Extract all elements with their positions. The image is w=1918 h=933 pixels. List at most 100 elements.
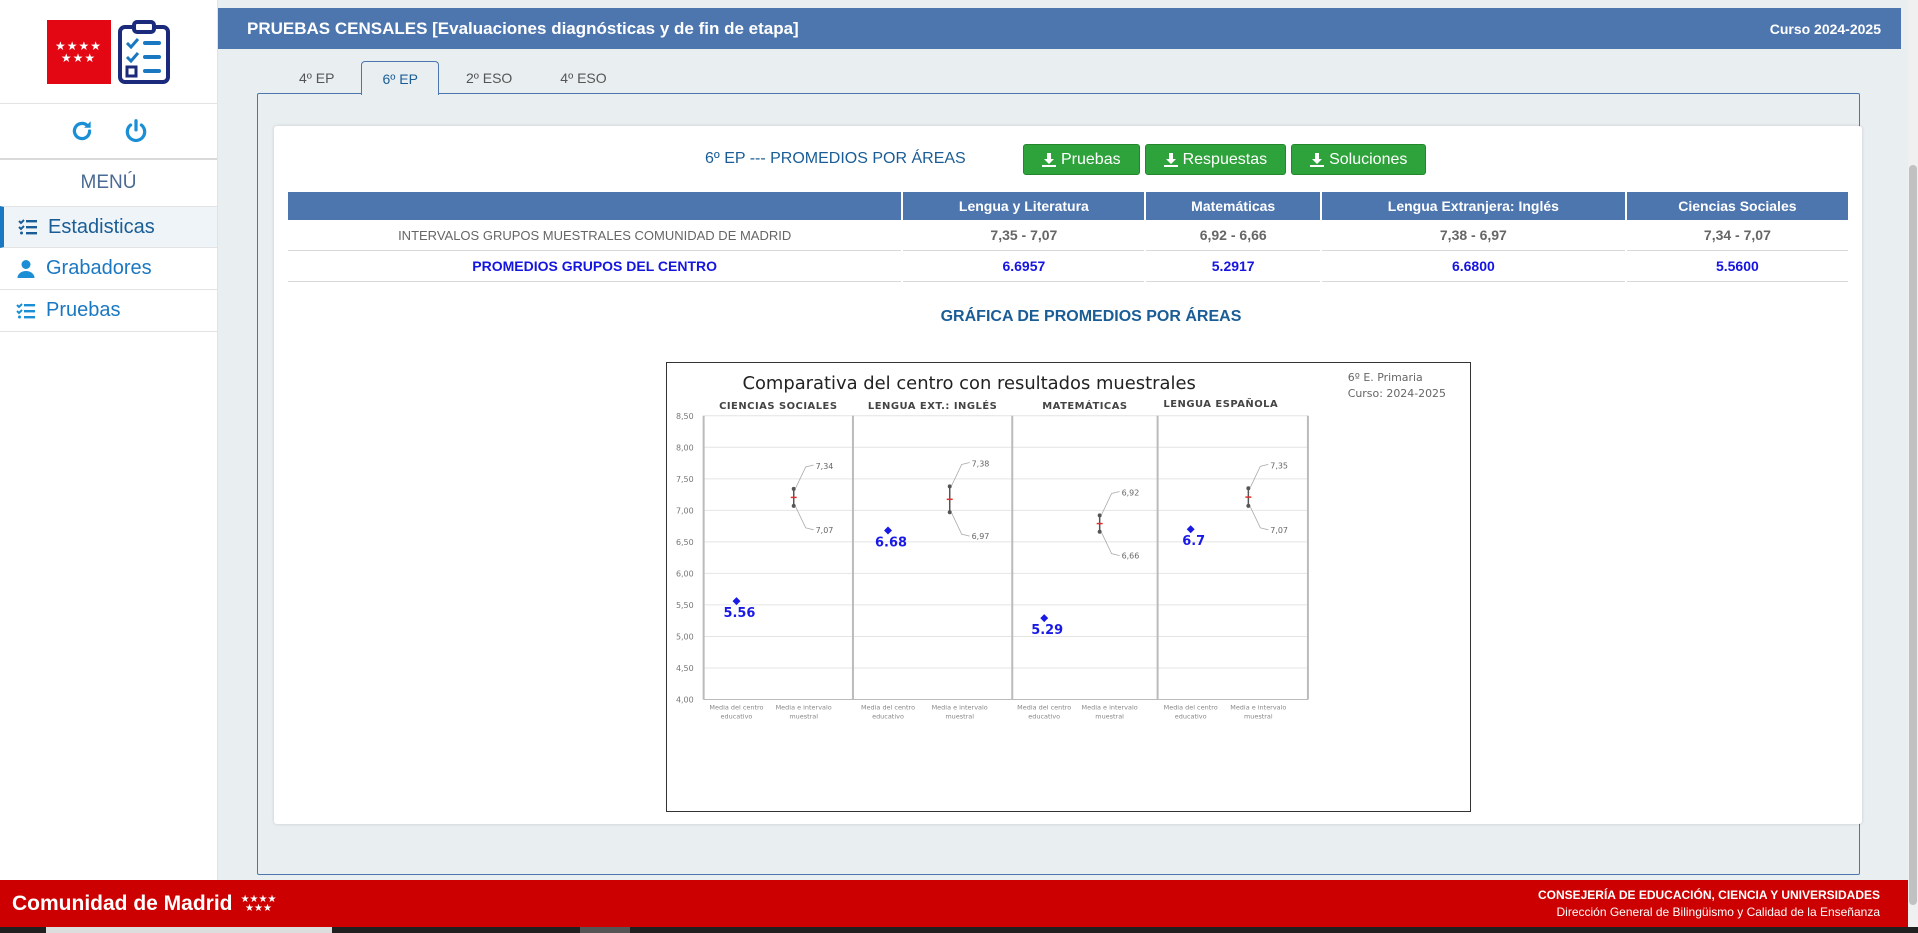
table-cell: 5.5600: [1626, 251, 1848, 282]
header-bar: PRUEBAS CENSALES [Evaluaciones diagnósti…: [218, 8, 1901, 49]
y-tick-label: 8,00: [676, 443, 694, 452]
y-tick-label: 4,50: [676, 664, 694, 673]
page-title: PRUEBAS CENSALES [Evaluaciones diagnósti…: [247, 18, 799, 38]
table-header-row: Lengua y Literatura Matemáticas Lengua E…: [288, 192, 1848, 220]
interval-high-label: 6,92: [1122, 488, 1140, 497]
interval-high-point: [791, 486, 796, 491]
leader-line: [1249, 463, 1269, 488]
course-year: Curso 2024-2025: [1769, 20, 1881, 37]
x-axis-label: muestral: [945, 712, 974, 720]
table-header: Lengua Extranjera: Inglés: [1321, 192, 1625, 220]
footer-brand: Comunidad de Madrid ★★★★ ★★★: [12, 892, 277, 916]
scrollbar-thumb[interactable]: [1909, 165, 1917, 905]
interval-high-label: 7,34: [816, 462, 834, 471]
centro-value-label: 5.29: [1031, 623, 1063, 638]
interval-low-point: [947, 510, 952, 515]
sidebar-actions: [0, 104, 217, 160]
sidebar: ★★★★ ★★★ MENÚ Estadisticas: [0, 0, 218, 880]
download-pruebas-button[interactable]: Pruebas: [1023, 144, 1140, 175]
interval-low-label: 7,07: [816, 526, 834, 535]
button-label: Pruebas: [1061, 150, 1121, 168]
interval-high-point: [947, 484, 952, 489]
interval-low-point: [1246, 503, 1251, 508]
tab-4eso[interactable]: 4º ESO: [560, 70, 607, 86]
interval-high-label: 7,38: [972, 459, 990, 468]
x-axis-label: educativo: [1175, 712, 1207, 720]
interval-high-point: [1246, 486, 1251, 491]
tab-6ep[interactable]: 6º EP: [361, 61, 439, 95]
panel-title: LENGUA ESPAÑOLA: [1163, 397, 1278, 410]
table-row: PROMEDIOS GRUPOS DEL CENTRO 6.6957 5.291…: [288, 251, 1848, 282]
x-axis-label: muestral: [1095, 712, 1124, 720]
y-tick-label: 6,50: [676, 538, 694, 547]
table-header-blank: [288, 192, 902, 220]
leader-line: [951, 513, 970, 537]
panel-title: LENGUA EXT.: INGLÉS: [868, 399, 997, 412]
taskbar-segment: [46, 927, 332, 933]
leader-line: [951, 462, 970, 486]
button-label: Respuestas: [1182, 150, 1268, 168]
sidebar-item-estadisticas[interactable]: Estadisticas: [0, 206, 217, 248]
table-cell: 7,35 - 7,07: [903, 220, 1145, 251]
card-heading: 6º EP --- PROMEDIOS POR ÁREAS: [705, 150, 966, 167]
comparison-chart: Comparativa del centro con resultados mu…: [666, 362, 1471, 812]
download-soluciones-button[interactable]: Soluciones: [1291, 144, 1427, 175]
sidebar-item-pruebas[interactable]: Pruebas: [0, 290, 217, 332]
table-row: INTERVALOS GRUPOS MUESTRALES COMUNIDAD D…: [288, 220, 1848, 251]
refresh-icon[interactable]: [69, 118, 95, 144]
taskbar-segment: [580, 927, 630, 933]
chart-svg: Comparativa del centro con resultados mu…: [676, 371, 1446, 720]
x-axis-label: educativo: [1028, 712, 1060, 720]
chart-heading: GRÁFICA DE PROMEDIOS POR ÁREAS: [274, 308, 1862, 326]
y-tick-label: 5,00: [676, 632, 694, 641]
x-axis-label: Media del centro: [1017, 703, 1071, 711]
results-card: 6º EP --- PROMEDIOS POR ÁREAS Pruebas Re…: [274, 126, 1862, 824]
x-axis-label: educativo: [872, 712, 904, 720]
x-axis-label: Media del centro: [1164, 703, 1218, 711]
list-check-icon: [18, 219, 37, 235]
download-respuestas-button[interactable]: Respuestas: [1144, 144, 1287, 175]
clipboard-logo-icon: [117, 19, 170, 84]
chart-subtitle-2: Curso: 2024-2025: [1348, 387, 1446, 400]
interval-high-point: [1097, 513, 1102, 518]
x-axis-label: Media e intervalo: [1082, 703, 1138, 711]
y-tick-label: 8,50: [676, 412, 694, 421]
interval-high-label: 7,35: [1270, 461, 1288, 470]
sidebar-item-grabadores[interactable]: Grabadores: [0, 248, 217, 290]
leader-line: [1249, 506, 1269, 531]
card-header: 6º EP --- PROMEDIOS POR ÁREAS Pruebas Re…: [274, 144, 1862, 176]
table-cell: 6,92 - 6,66: [1146, 220, 1320, 251]
interval-low-label: 6,66: [1122, 552, 1140, 561]
leader-line: [1101, 491, 1120, 515]
sidebar-item-label: Pruebas: [46, 299, 121, 321]
table-cell: 6.6957: [903, 251, 1145, 282]
tab-4ep[interactable]: 4º EP: [299, 70, 335, 86]
chart-subtitle-1: 6º E. Primaria: [1348, 371, 1423, 384]
chart-title: Comparativa del centro con resultados mu…: [742, 373, 1195, 394]
table-header: Lengua y Literatura: [903, 192, 1145, 220]
interval-low-point: [1097, 529, 1102, 534]
menu-title: MENÚ: [80, 172, 137, 193]
table-cell: 7,34 - 7,07: [1626, 220, 1848, 251]
leader-line: [1101, 532, 1120, 557]
x-axis-label: Media e intervalo: [932, 703, 988, 711]
centro-point: [1186, 525, 1195, 534]
footer: Comunidad de Madrid ★★★★ ★★★ CONSEJERÍA D…: [0, 880, 1908, 927]
y-tick-label: 7,50: [676, 475, 694, 484]
x-axis-label: educativo: [721, 712, 753, 720]
table-header: Ciencias Sociales: [1626, 192, 1848, 220]
interval-low-point: [791, 503, 796, 508]
y-tick-label: 6,00: [676, 569, 694, 578]
x-axis-label: Media del centro: [861, 703, 915, 711]
power-icon[interactable]: [123, 118, 149, 144]
centro-point: [1040, 614, 1049, 623]
panel-title: CIENCIAS SOCIALES: [719, 401, 837, 412]
centro-value-label: 6.68: [875, 535, 907, 550]
stars-icon: ★★★★ ★★★: [240, 893, 277, 914]
row-label: INTERVALOS GRUPOS MUESTRALES COMUNIDAD D…: [288, 220, 902, 251]
interval-low-label: 7,07: [1270, 526, 1288, 535]
table-header: Matemáticas: [1146, 192, 1320, 220]
x-axis-label: muestral: [789, 712, 818, 720]
tab-2eso[interactable]: 2º ESO: [465, 70, 513, 86]
y-tick-label: 5,50: [676, 601, 694, 610]
